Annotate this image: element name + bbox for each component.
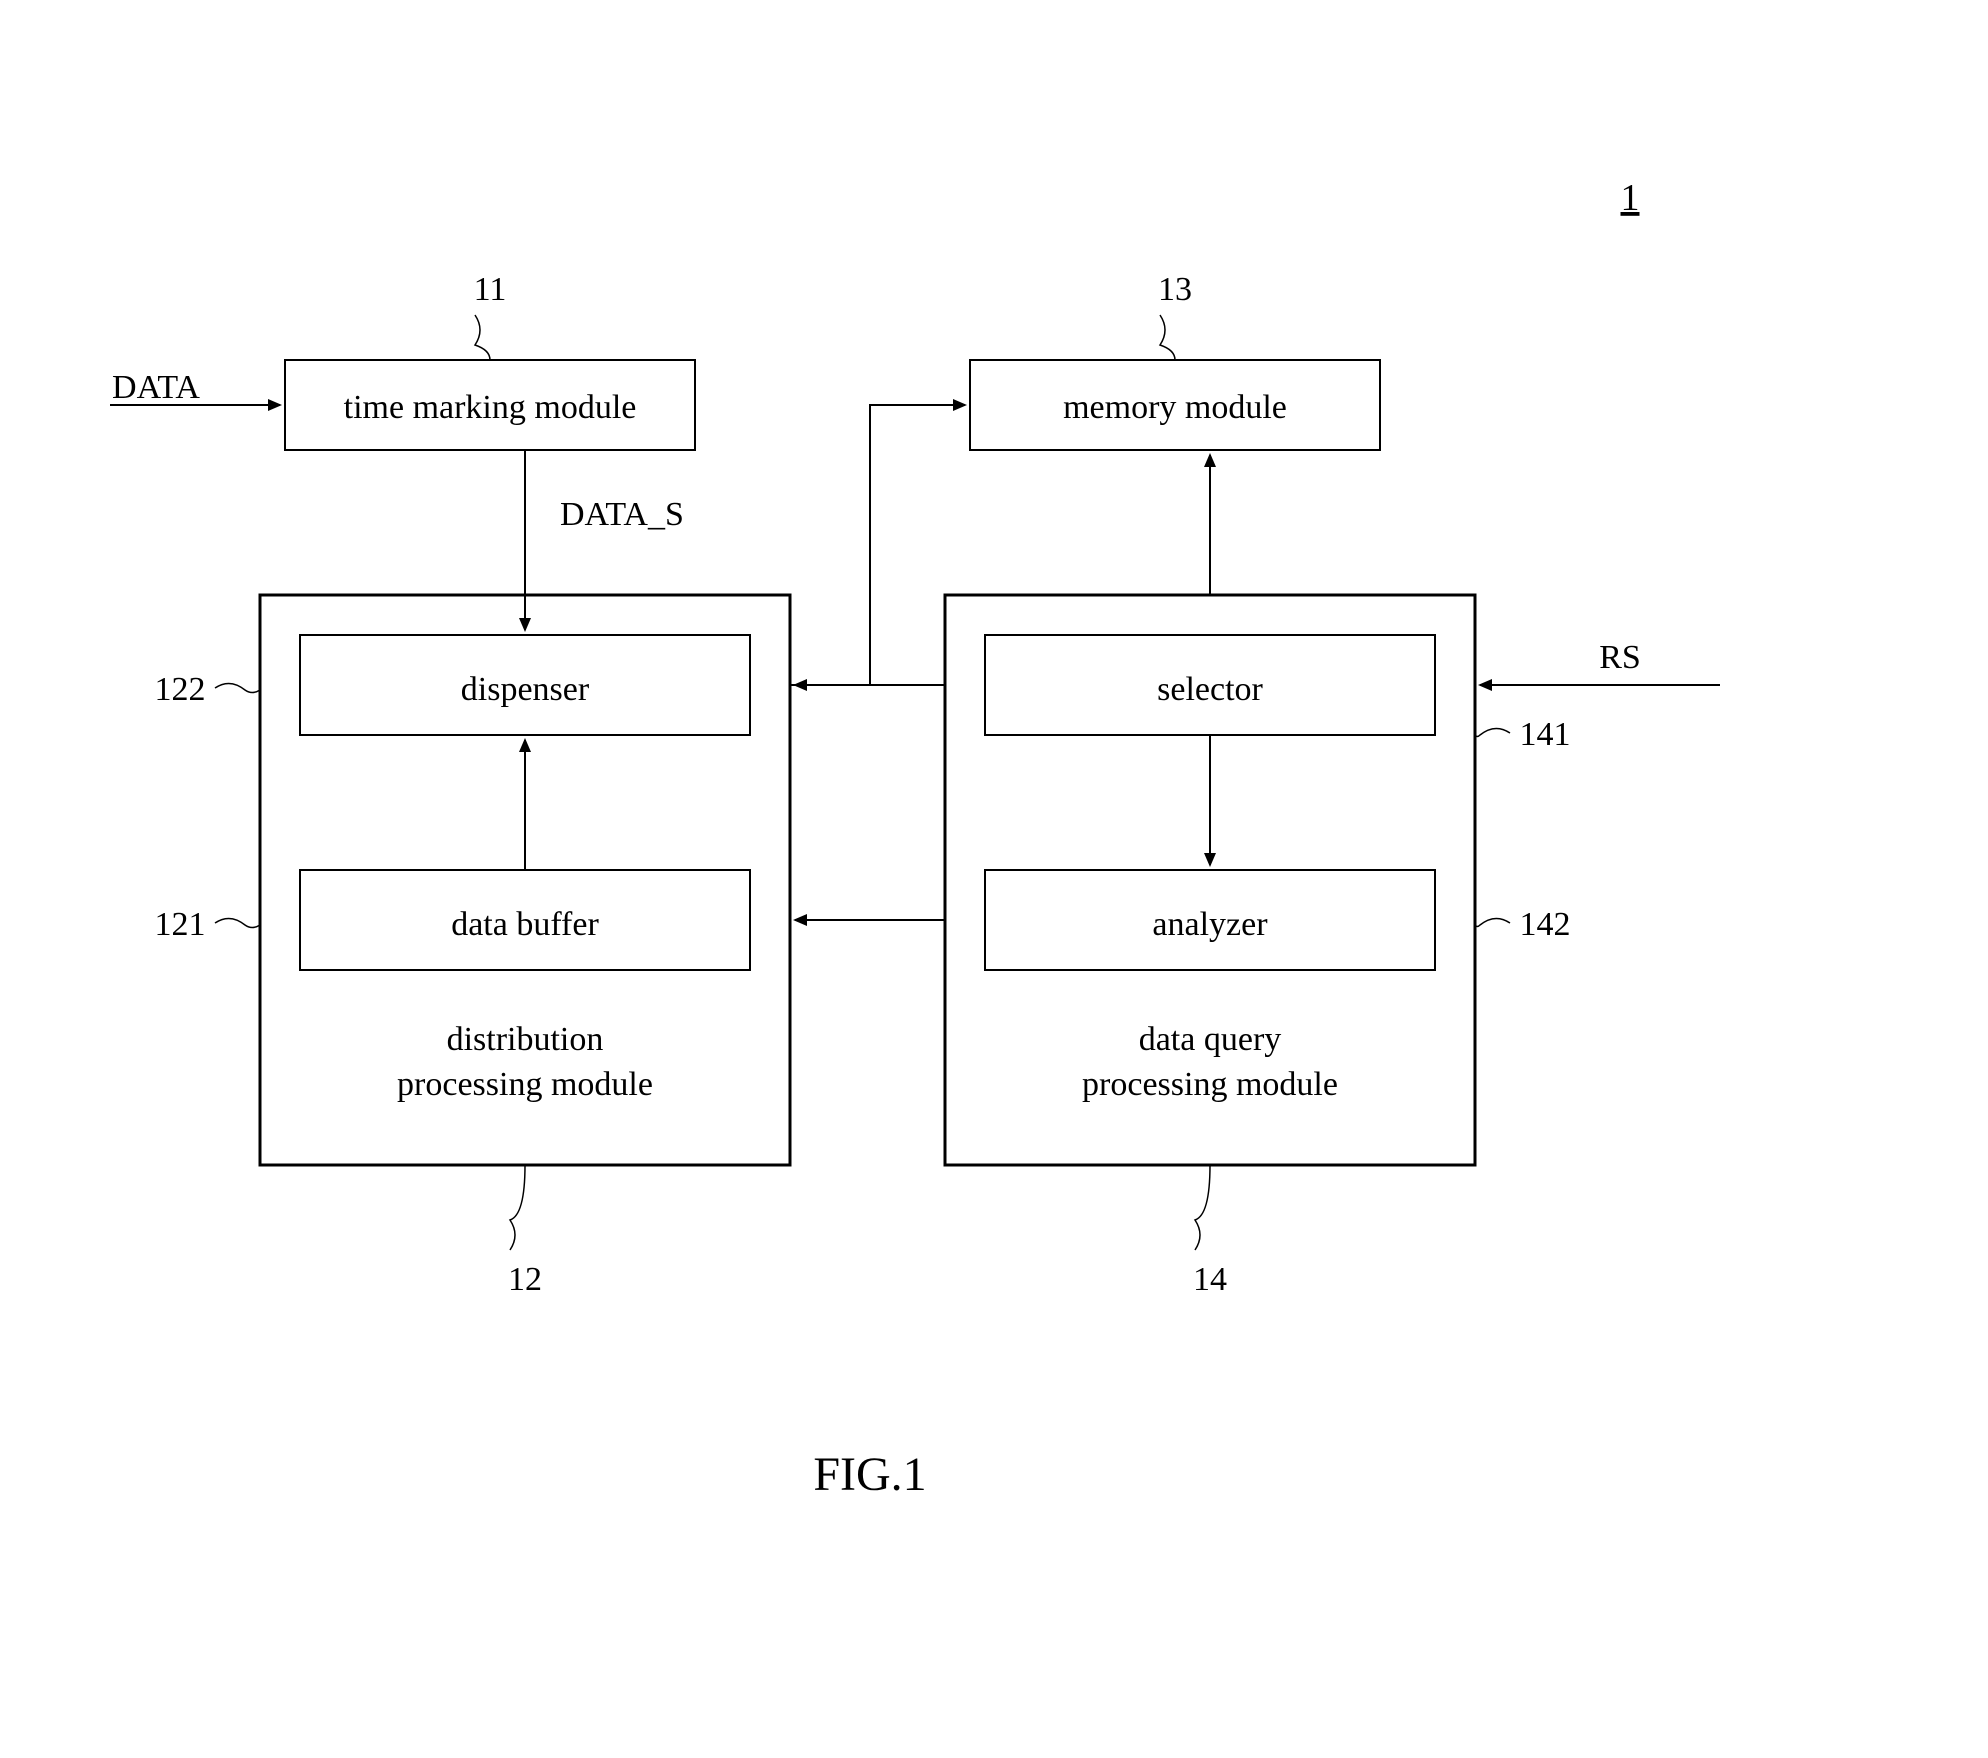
analyzer-label: analyzer (1152, 906, 1268, 943)
dist-module-label2: processing module (397, 1066, 653, 1103)
ref-13: 13 (1158, 271, 1192, 308)
leader-122 (215, 683, 260, 692)
dist-module-label1: distribution (447, 1021, 604, 1058)
query-module-label2: processing module (1082, 1066, 1338, 1103)
diagram-canvas: 1 time marking module 11 memory module 1… (0, 0, 1988, 1758)
arrow-dispenser-to-memory (790, 405, 965, 685)
leader-121 (215, 918, 260, 927)
ref-141: 141 (1520, 716, 1571, 753)
ref-14: 14 (1193, 1261, 1227, 1298)
ref-121: 121 (155, 906, 206, 943)
selector-label: selector (1157, 671, 1263, 708)
leader-11 (475, 315, 490, 360)
time-marking-module: time marking module (285, 360, 695, 450)
data-s-label: DATA_S (560, 496, 684, 533)
leader-13 (1160, 315, 1175, 360)
figure-label: FIG.1 (813, 1448, 926, 1501)
leader-142 (1475, 918, 1510, 926)
data-buffer-label: data buffer (451, 906, 599, 943)
leader-14 (1195, 1165, 1210, 1250)
memory-label: memory module (1063, 389, 1287, 426)
distribution-processing-module: dispenser data buffer distribution proce… (260, 595, 790, 1165)
ref-12: 12 (508, 1261, 542, 1298)
ref-122: 122 (155, 671, 206, 708)
overall-ref: 1 (1621, 177, 1640, 219)
dispenser-label: dispenser (461, 671, 590, 708)
data-query-processing-module: selector analyzer data query processing … (945, 595, 1475, 1165)
data-input-label: DATA (112, 369, 200, 406)
leader-141 (1475, 728, 1510, 736)
ref-11: 11 (474, 271, 507, 308)
memory-module: memory module (970, 360, 1380, 450)
time-marking-label: time marking module (344, 389, 637, 426)
query-module-label1: data query (1139, 1021, 1282, 1058)
ref-142: 142 (1520, 906, 1571, 943)
leader-12 (510, 1165, 525, 1250)
rs-input-label: RS (1599, 639, 1641, 676)
